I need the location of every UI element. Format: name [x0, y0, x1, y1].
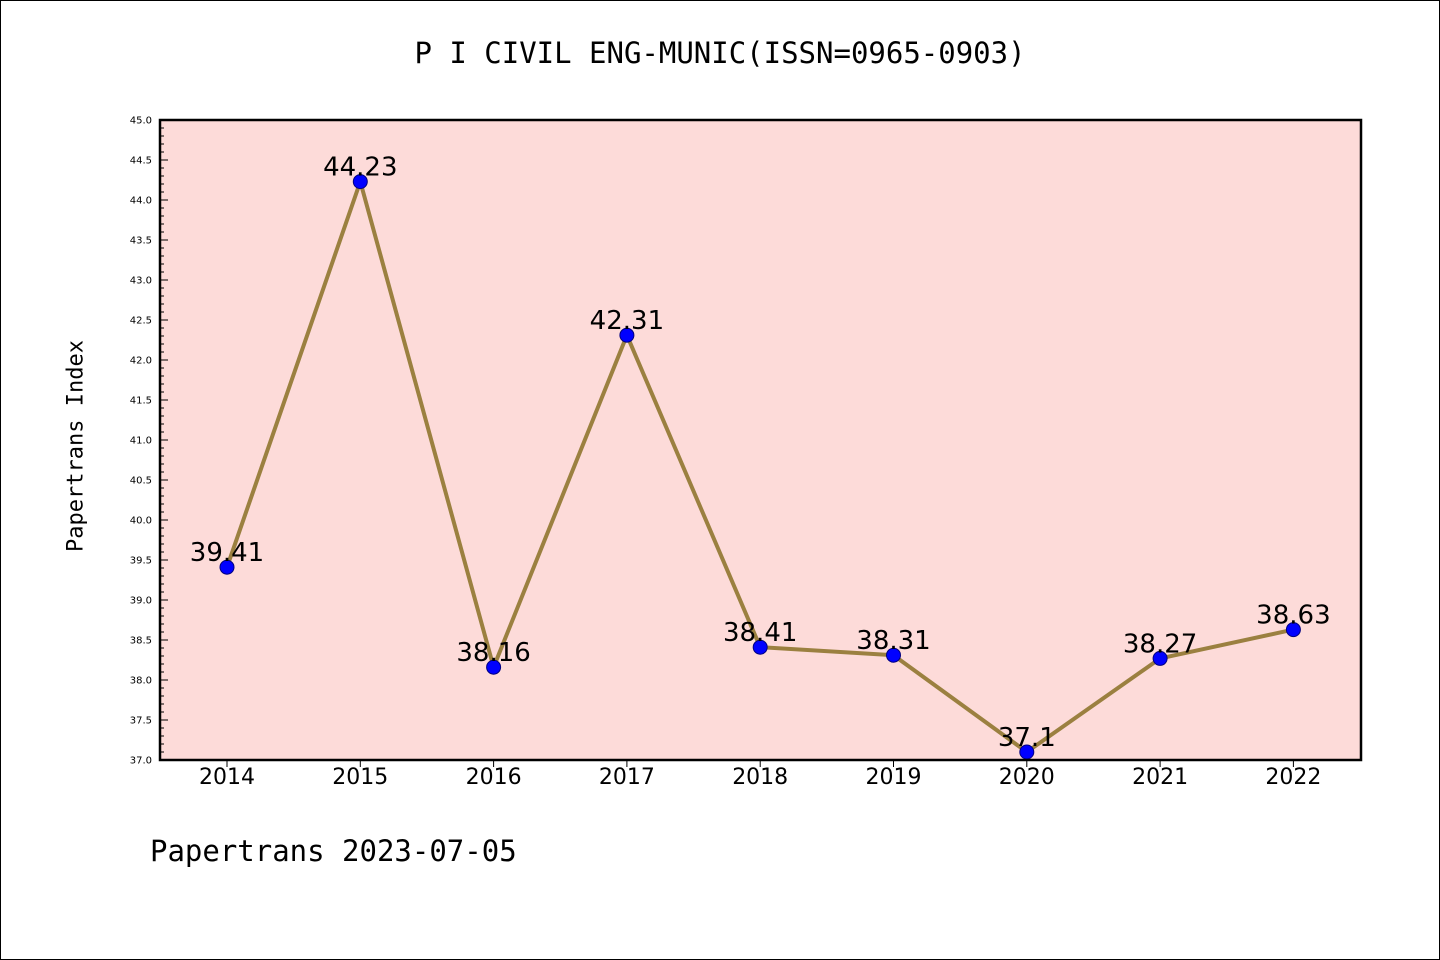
y-tick-label: 44.0: [130, 196, 152, 207]
plot-border: [158, 118, 1363, 762]
y-tick-label: 45.0: [130, 116, 152, 127]
data-label: 38.27: [1123, 629, 1197, 659]
data-label: 38.63: [1256, 601, 1330, 631]
y-tick-label: 39.0: [130, 596, 152, 607]
y-tick-label: 41.5: [130, 396, 152, 407]
y-tick-label: 38.5: [130, 636, 152, 647]
y-tick-label: 40.5: [130, 476, 152, 487]
data-label: 44.23: [323, 153, 397, 183]
y-tick-label: 37.0: [130, 756, 152, 767]
data-label: 37.1: [998, 723, 1056, 753]
data-label: 38.31: [856, 626, 930, 656]
y-tick-label: 43.5: [130, 236, 152, 247]
y-tick-label: 41.0: [130, 436, 152, 447]
data-label: 42.31: [590, 306, 664, 336]
x-tick-label: 2021: [1132, 765, 1188, 790]
data-point: [352, 174, 368, 190]
data-label: 38.16: [456, 638, 530, 668]
x-tick-label: 2014: [199, 765, 255, 790]
data-point: [752, 639, 768, 655]
chart-title: P I CIVIL ENG-MUNIC(ISSN=0965-0903): [414, 36, 1026, 70]
x-tick-label: 2022: [1265, 765, 1321, 790]
y-tick-label: 39.5: [130, 556, 152, 567]
data-label: 39.41: [190, 538, 264, 568]
data-point: [886, 647, 901, 663]
data-point: [486, 659, 502, 675]
y-tick-label: 44.5: [130, 156, 152, 167]
footer-stamp: Papertrans 2023-07-05: [150, 834, 517, 868]
x-tick-label: 2017: [599, 765, 655, 790]
plot-area: [160, 120, 1361, 760]
y-tick-label: 42.0: [130, 356, 152, 367]
x-tick-label: 2015: [332, 765, 388, 790]
y-tick-label: 37.5: [130, 716, 152, 727]
data-point: [1285, 622, 1301, 638]
x-tick-label: 2016: [466, 765, 522, 790]
y-tick-label: 43.0: [130, 276, 152, 287]
y-tick-label: 40.0: [130, 516, 152, 527]
x-tick-label: 2020: [999, 765, 1055, 790]
y-tick-label: 38.0: [130, 676, 152, 687]
data-point: [619, 327, 635, 343]
x-tick-label: 2018: [732, 765, 788, 790]
data-point: [219, 559, 235, 575]
x-tick-label: 2019: [866, 765, 922, 790]
data-label: 38.41: [723, 618, 797, 648]
data-point: [1152, 650, 1168, 666]
y-tick-label: 42.5: [130, 316, 152, 327]
